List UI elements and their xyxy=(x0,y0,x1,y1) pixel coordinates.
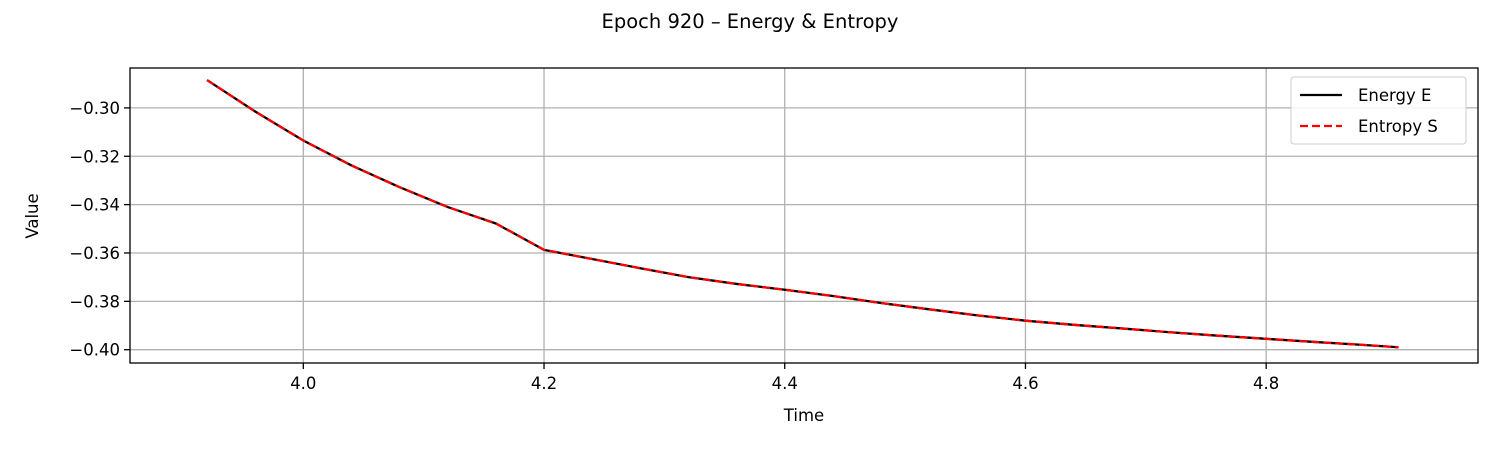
series-lines xyxy=(206,79,1399,349)
x-axis-label: Time xyxy=(783,406,824,425)
series-line-entropy xyxy=(206,79,1399,349)
y-tick-label: −0.34 xyxy=(69,196,120,215)
x-tick-label: 4.6 xyxy=(1012,374,1038,393)
x-tick-label: 4.8 xyxy=(1253,374,1279,393)
chart-title: Epoch 920 – Energy & Entropy xyxy=(602,10,899,33)
x-tick-label: 4.4 xyxy=(772,374,798,393)
y-tick-label: −0.32 xyxy=(69,147,120,166)
x-axis-ticks: 4.0 4.2 4.4 4.6 4.8 xyxy=(290,363,1279,393)
plot-area-frame xyxy=(129,67,1479,364)
y-tick-label: −0.30 xyxy=(69,99,120,118)
x-tick-label: 4.0 xyxy=(290,374,316,393)
y-tick-label: −0.40 xyxy=(69,341,120,360)
y-axis-label: Value xyxy=(23,193,42,238)
y-tick-label: −0.38 xyxy=(69,292,120,311)
grid xyxy=(130,68,1478,363)
y-tick-label: −0.36 xyxy=(69,244,120,263)
legend-box xyxy=(1290,76,1467,145)
legend-label-energy: Energy E xyxy=(1358,86,1431,105)
legend-label-entropy: Entropy S xyxy=(1358,117,1438,136)
legend: Energy E Entropy S xyxy=(1290,76,1467,145)
x-tick-label: 4.2 xyxy=(531,374,557,393)
y-axis-ticks: −0.30 −0.32 −0.34 −0.36 −0.38 −0.40 xyxy=(69,99,130,360)
